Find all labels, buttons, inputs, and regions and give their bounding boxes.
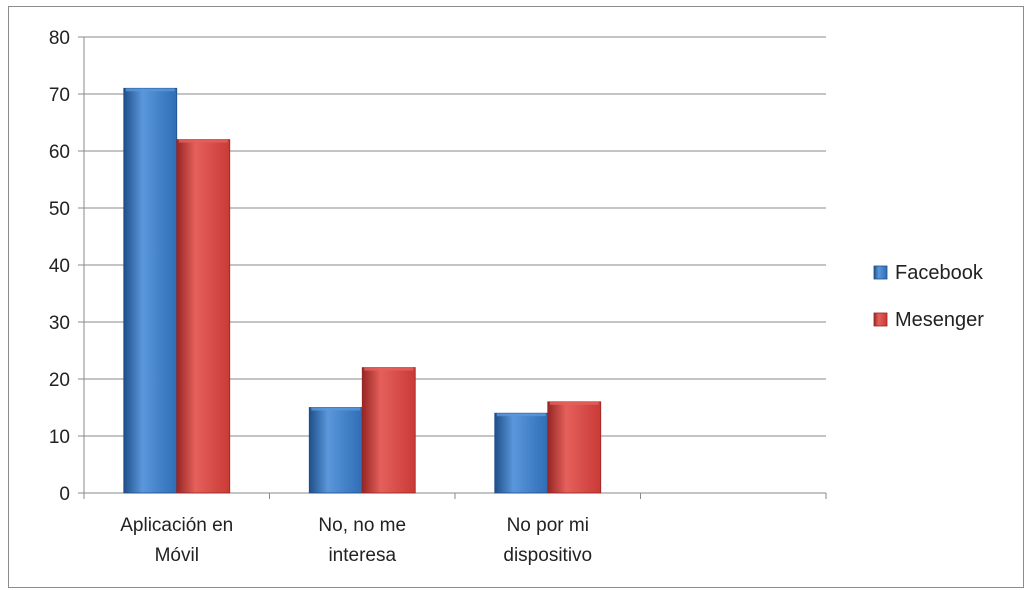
bar-cap-mesenger-0 — [178, 139, 228, 143]
legend-swatch-facebook — [873, 265, 888, 280]
legend-swatch-mesenger — [873, 312, 888, 327]
bar-cap-facebook-2 — [496, 413, 546, 417]
bar-mesenger-0 — [176, 139, 231, 494]
x-tick-label-0-line-0: Aplicación en — [120, 515, 233, 536]
x-tick-label-1-line-1: interesa — [328, 545, 396, 566]
y-tick-label-70: 70 — [49, 85, 70, 106]
y-tick-label-80: 80 — [49, 28, 70, 49]
labels: 0 10 20 30 40 50 60 70 80 Aplicación en Móvil No, n… — [49, 28, 592, 566]
legend: Facebook Mesenger — [873, 262, 984, 331]
y-tick-label-40: 40 — [49, 256, 70, 277]
legend-label-facebook: Facebook — [895, 262, 984, 284]
bar-mesenger-1 — [361, 367, 416, 494]
bar-cap-facebook-1 — [311, 407, 361, 411]
bar-facebook-0 — [123, 87, 178, 494]
x-tick-label-1-line-0: No, no me — [318, 515, 406, 536]
bars — [123, 87, 602, 494]
x-tick-label-0-line-1: Móvil — [155, 545, 199, 566]
x-tick-label-2-line-1: dispositivo — [503, 545, 592, 566]
legend-label-mesenger: Mesenger — [895, 309, 984, 331]
y-tick-label-50: 50 — [49, 199, 70, 220]
bar-cap-mesenger-2 — [549, 401, 599, 405]
bar-mesenger-2 — [547, 401, 602, 494]
y-tick-label-10: 10 — [49, 427, 70, 448]
bar-cap-facebook-0 — [125, 88, 175, 92]
y-tick-label-20: 20 — [49, 370, 70, 391]
y-tick-label-60: 60 — [49, 142, 70, 163]
bar-facebook-1 — [308, 407, 363, 494]
bar-cap-mesenger-1 — [364, 367, 414, 371]
x-tick-label-2-line-0: No por mi — [507, 515, 589, 536]
y-tick-label-30: 30 — [49, 313, 70, 334]
bar-facebook-2 — [494, 412, 549, 494]
y-tick-label-0: 0 — [59, 484, 70, 505]
